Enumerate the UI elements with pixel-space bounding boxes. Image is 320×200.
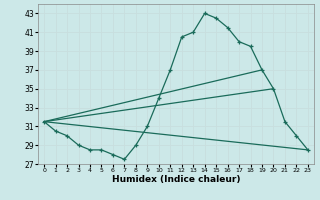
X-axis label: Humidex (Indice chaleur): Humidex (Indice chaleur) [112, 175, 240, 184]
